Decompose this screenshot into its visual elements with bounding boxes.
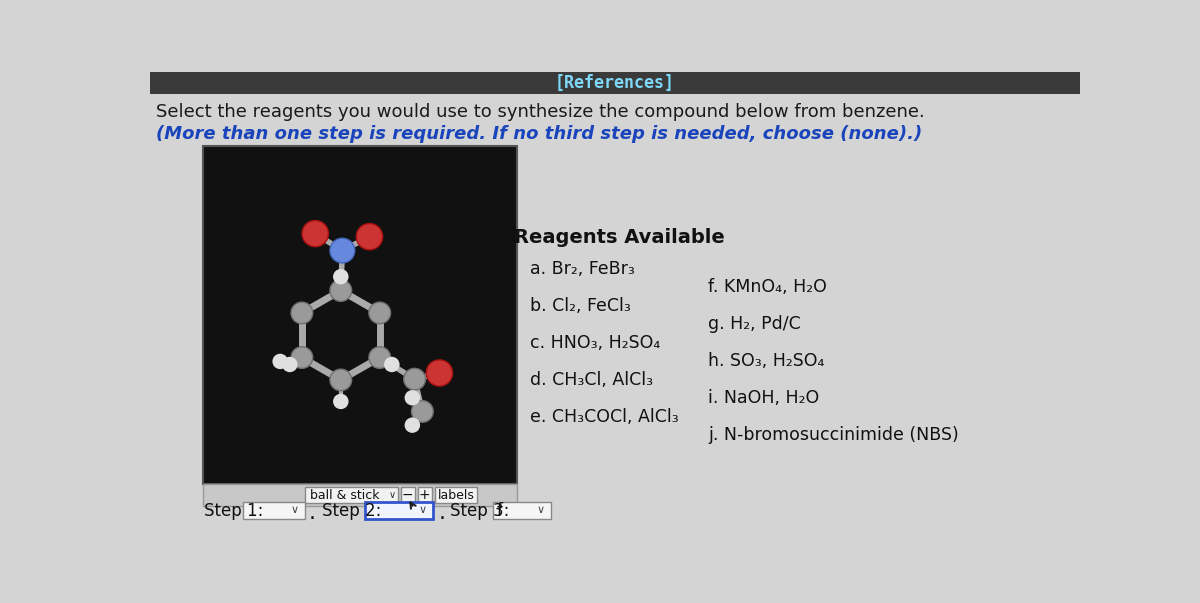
Circle shape (334, 394, 348, 409)
Text: h. SO₃, H₂SO₄: h. SO₃, H₂SO₄ (708, 352, 824, 370)
Text: Select the reagents you would use to synthesize the compound below from benzene.: Select the reagents you would use to syn… (156, 103, 925, 121)
Text: −: − (402, 488, 414, 502)
FancyBboxPatch shape (242, 502, 305, 519)
Circle shape (404, 390, 420, 405)
Text: j. N-bromosuccinimide (NBS): j. N-bromosuccinimide (NBS) (708, 426, 959, 444)
Text: c. HNO₃, H₂SO₄: c. HNO₃, H₂SO₄ (529, 333, 660, 352)
Text: .: . (308, 503, 316, 523)
Circle shape (282, 357, 298, 372)
Text: (More than one step is required. If no third step is needed, choose (none).): (More than one step is required. If no t… (156, 125, 923, 143)
Text: ∨: ∨ (536, 505, 545, 516)
FancyBboxPatch shape (401, 487, 415, 503)
Text: ball & stick: ball & stick (310, 488, 379, 502)
FancyBboxPatch shape (203, 484, 516, 506)
Text: b. Cl₂, FeCl₃: b. Cl₂, FeCl₃ (529, 297, 631, 315)
Text: i. NaOH, H₂O: i. NaOH, H₂O (708, 389, 820, 407)
FancyBboxPatch shape (418, 487, 432, 503)
Circle shape (334, 269, 348, 285)
Text: a. Br₂, FeBr₃: a. Br₂, FeBr₃ (529, 260, 635, 278)
Text: Reagents Available: Reagents Available (514, 229, 725, 247)
Text: f. KMnO₄, H₂O: f. KMnO₄, H₂O (708, 278, 827, 296)
Text: ∨: ∨ (389, 490, 396, 500)
Text: Step 3:: Step 3: (450, 502, 509, 520)
Circle shape (292, 347, 313, 368)
Text: .: . (438, 503, 445, 523)
Circle shape (412, 400, 433, 422)
Circle shape (426, 360, 452, 386)
Text: Step 1:: Step 1: (204, 502, 264, 520)
Text: +: + (419, 488, 431, 502)
Text: d. CH₃Cl, AlCl₃: d. CH₃Cl, AlCl₃ (529, 371, 653, 388)
Circle shape (384, 357, 400, 372)
Circle shape (368, 302, 390, 324)
Text: Step 2:: Step 2: (322, 502, 382, 520)
Circle shape (330, 238, 355, 263)
FancyBboxPatch shape (203, 145, 516, 484)
Text: [References]: [References] (554, 74, 674, 92)
Circle shape (404, 417, 420, 433)
Circle shape (330, 280, 352, 302)
FancyBboxPatch shape (492, 502, 551, 519)
Text: g. H₂, Pd/C: g. H₂, Pd/C (708, 315, 800, 333)
Circle shape (272, 354, 288, 369)
Text: ∨: ∨ (290, 505, 299, 516)
Circle shape (403, 368, 426, 390)
FancyBboxPatch shape (365, 502, 433, 519)
Circle shape (356, 224, 383, 250)
Text: ∨: ∨ (419, 505, 427, 516)
Text: f: f (497, 502, 503, 520)
Circle shape (302, 221, 329, 247)
FancyBboxPatch shape (305, 487, 398, 503)
Circle shape (368, 347, 390, 368)
Text: e. CH₃COCl, AlCl₃: e. CH₃COCl, AlCl₃ (529, 408, 678, 426)
FancyBboxPatch shape (434, 487, 478, 503)
Circle shape (330, 369, 352, 391)
FancyBboxPatch shape (150, 72, 1080, 94)
Circle shape (292, 302, 313, 324)
Text: labels: labels (438, 488, 474, 502)
